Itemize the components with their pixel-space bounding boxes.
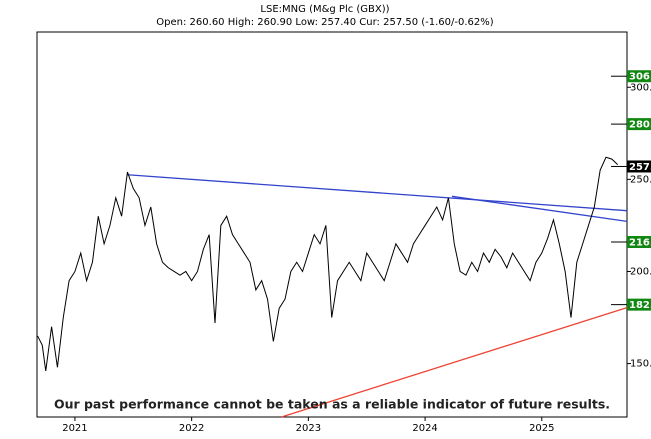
level-label: 257. — [629, 162, 651, 173]
level-label: 306. — [629, 72, 651, 83]
level-label: 216. — [629, 238, 651, 249]
level-box — [627, 236, 651, 248]
level-box — [627, 118, 651, 131]
x-tick-label: 2021 — [62, 423, 87, 434]
trend-line — [451, 195, 628, 223]
footnote: Our past performance cannot be taken as … — [54, 397, 610, 412]
x-tick-label: 2023 — [296, 423, 321, 434]
x-tick-label: 2025 — [529, 423, 554, 434]
level-label: 280. — [629, 120, 651, 131]
trend-line — [127, 174, 628, 212]
y-tick-label: 250. — [630, 174, 651, 185]
x-tick-label: 2024 — [412, 423, 437, 434]
y-tick-label: 300. — [630, 82, 651, 93]
level-box — [627, 160, 651, 173]
chart-subtitle: Open: 260.60 High: 260.90 Low: 257.40 Cu… — [156, 17, 493, 28]
y-tick-label: 150. — [630, 359, 651, 370]
level-box — [627, 298, 651, 311]
y-tick-label: 200. — [630, 266, 651, 277]
level-label: 182. — [629, 300, 651, 311]
plot-frame — [36, 31, 628, 418]
level-box — [627, 70, 651, 83]
trend-line — [281, 306, 628, 418]
price-line — [37, 156, 619, 372]
chart-title: LSE:MNG (M&g Plc (GBX)) — [260, 4, 389, 15]
x-tick-label: 2022 — [179, 423, 204, 434]
